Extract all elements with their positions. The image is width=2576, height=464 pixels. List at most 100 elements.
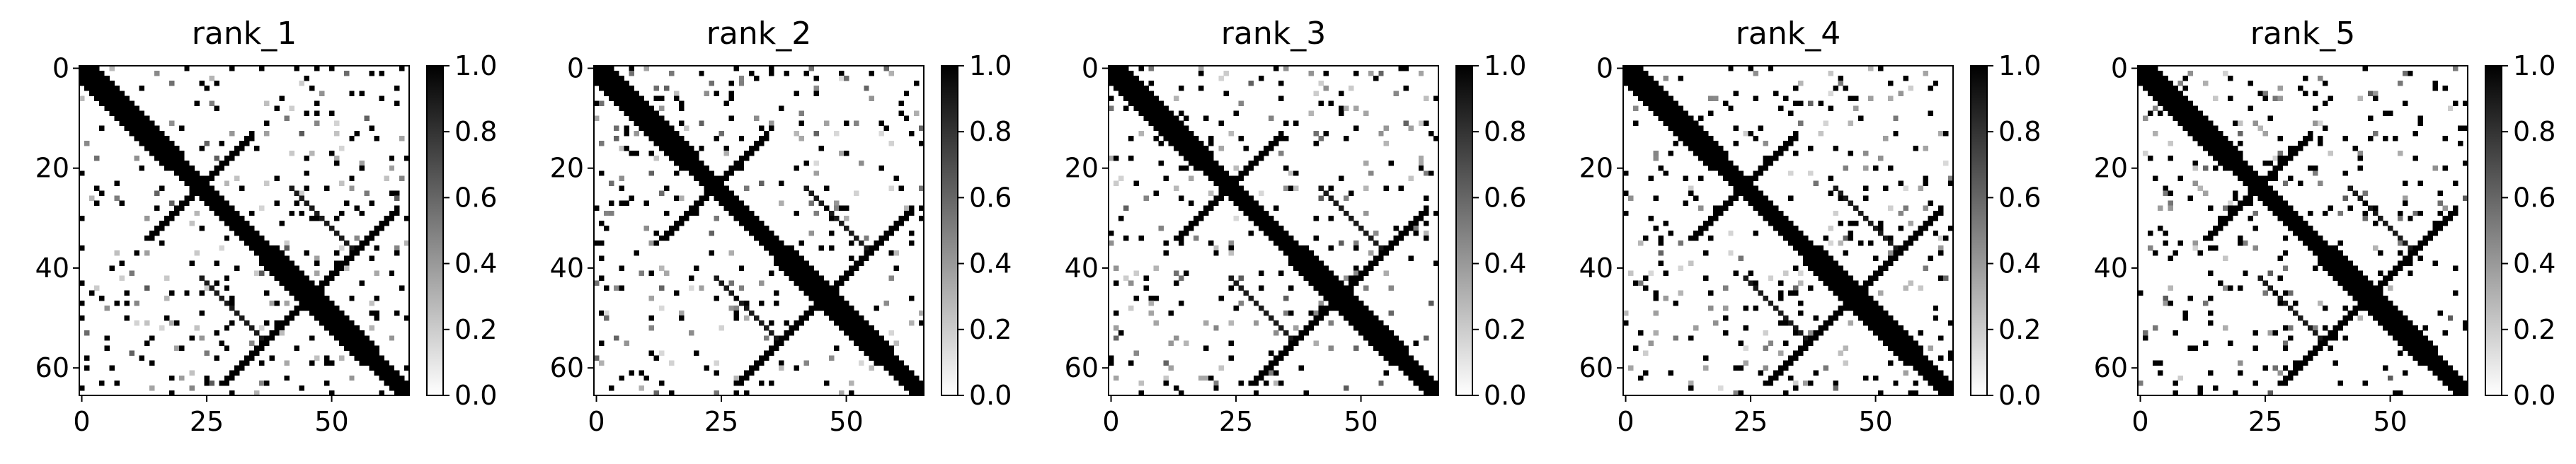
heatmap-cell (1353, 71, 1359, 76)
heatmap-cell (738, 220, 745, 226)
heatmap-cell (2318, 245, 2323, 251)
heatmap-cell (1913, 355, 1918, 361)
heatmap-cell (1238, 200, 1244, 207)
heatmap-cells (1109, 66, 1439, 396)
heatmap-cell (1278, 225, 1284, 231)
heatmap-cell (2398, 320, 2403, 326)
heatmap-cell (129, 100, 135, 106)
heatmap-cell (339, 320, 345, 326)
heatmap-cell (2367, 135, 2374, 141)
heatmap-cell (89, 91, 95, 96)
heatmap-cell (109, 91, 115, 96)
heatmap-cell (1862, 305, 1869, 311)
heatmap-cell (619, 105, 624, 111)
heatmap-cell (2357, 285, 2364, 291)
heatmap-cell (1698, 205, 1704, 211)
heatmap-cell (1353, 310, 1359, 316)
heatmap-cell (813, 76, 820, 81)
heatmap-cell (723, 200, 730, 207)
heatmap-cell (234, 365, 240, 371)
heatmap-cell (1213, 195, 1219, 202)
heatmap-cell (379, 71, 385, 76)
heatmap-cell (2442, 370, 2449, 376)
heatmap-cell (1673, 300, 1679, 306)
heatmap-cell (1903, 340, 1908, 346)
heatmap-cell (1114, 156, 1119, 161)
heatmap-cell (2323, 260, 2328, 266)
heatmap-cell (709, 175, 714, 181)
heatmap-cell (733, 215, 740, 221)
heatmap-cell (119, 91, 125, 96)
heatmap-cell (1433, 385, 1439, 391)
heatmap-cell (179, 166, 185, 171)
heatmap-cell (1368, 170, 1374, 176)
heatmap-cell (2412, 340, 2418, 346)
heatmap-cell (1288, 250, 1294, 256)
heatmap-cell (764, 335, 769, 341)
heatmap-cell (1233, 280, 1239, 286)
heatmap-cell (2143, 66, 2148, 71)
heatmap-cell (289, 151, 295, 156)
heatmap-cell (369, 231, 374, 236)
heatmap-cell (838, 300, 845, 306)
heatmap-cell (1163, 130, 1169, 137)
heatmap-cell (1243, 195, 1249, 202)
heatmap-cell (673, 151, 680, 156)
heatmap-cell (1433, 135, 1439, 141)
heatmap-cell (1843, 300, 1849, 306)
heatmap-cell (753, 360, 760, 366)
heatmap-cell (359, 240, 365, 246)
heatmap-cell (309, 310, 315, 316)
heatmap-cell (643, 100, 650, 106)
heatmap-cell (254, 145, 260, 151)
heatmap-cell (1348, 86, 1354, 91)
heatmap-cell (1778, 290, 1784, 296)
heatmap-cell (239, 231, 245, 236)
heatmap-cell (374, 345, 380, 351)
heatmap-cell (1178, 275, 1184, 282)
heatmap-cell (1818, 245, 1824, 251)
heatmap-cell (2233, 390, 2238, 396)
heatmap-cell (2223, 145, 2228, 151)
heatmap-cell (1328, 295, 1334, 301)
heatmap-cell (199, 190, 205, 196)
heatmap-cell (1778, 295, 1784, 301)
heatmap-cell (733, 66, 740, 71)
heatmap-cell (2417, 340, 2423, 346)
heatmap-cell (314, 310, 320, 316)
heatmap-cell (344, 71, 350, 76)
heatmap-cell (648, 270, 655, 276)
heatmap-cell (854, 190, 859, 196)
heatmap-cell (1643, 285, 1649, 291)
heatmap-cell (89, 76, 95, 81)
heatmap-cell (2143, 330, 2148, 336)
heatmap-cell (214, 330, 220, 336)
heatmap-cell (2243, 166, 2248, 171)
heatmap-cell (1128, 81, 1134, 86)
heatmap-cell (119, 105, 125, 111)
heatmap-cell (2233, 205, 2238, 211)
heatmap-cell (2408, 260, 2413, 266)
heatmap-cell (304, 110, 310, 117)
heatmap-cell (2382, 300, 2388, 306)
heatmap-cell (1258, 370, 1264, 376)
heatmap-cell (289, 310, 295, 316)
heatmap-cell (214, 166, 220, 171)
heatmap-cell (1138, 236, 1144, 241)
heatmap-cell (1418, 385, 1424, 391)
heatmap-cell (704, 185, 709, 191)
heatmap-cell (673, 170, 680, 176)
heatmap-cell (1128, 86, 1134, 91)
heatmap-cell (1937, 355, 1944, 361)
heatmap-cell (594, 240, 600, 246)
heatmap-cell (1283, 185, 1289, 191)
heatmap-cell (374, 245, 380, 251)
heatmap-cell (1128, 135, 1134, 141)
heatmap-cell (1323, 275, 1329, 282)
heatmap-cell (1768, 210, 1774, 216)
colorbar-tick-label: 0.0 (1998, 380, 2041, 411)
heatmap-cell (1918, 365, 1924, 371)
heatmap-cell (619, 86, 624, 91)
heatmap-cell (643, 200, 650, 207)
heatmap-cell (743, 220, 750, 226)
